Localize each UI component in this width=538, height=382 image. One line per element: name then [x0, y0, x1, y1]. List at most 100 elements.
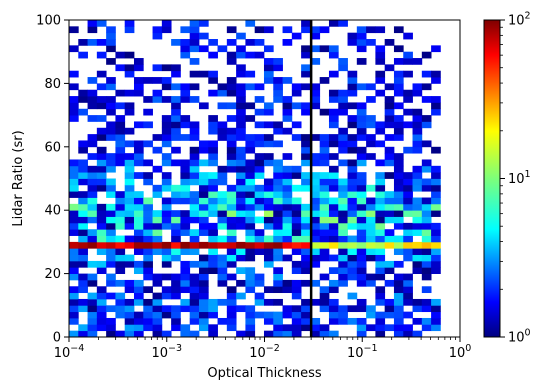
heatmap-cell	[412, 317, 423, 325]
heatmap-cell	[124, 191, 135, 198]
heatmap-cell	[87, 134, 98, 141]
colorbar-tick-label: 100	[508, 328, 531, 346]
heatmap-cell	[263, 210, 274, 217]
heatmap-cell	[143, 140, 153, 148]
heatmap-cell	[198, 70, 209, 78]
heatmap-cell	[236, 32, 246, 40]
heatmap-cell	[161, 241, 172, 249]
heatmap-cell	[282, 165, 293, 173]
heatmap-cell	[431, 254, 441, 262]
heatmap-cell	[226, 134, 237, 141]
heatmap-cell	[208, 159, 218, 167]
heatmap-cell	[198, 324, 209, 332]
heatmap-cell	[180, 197, 191, 205]
heatmap-cell	[180, 216, 191, 224]
heatmap-cell	[254, 241, 265, 249]
y-tick-label: 40	[44, 204, 61, 219]
heatmap-cell	[393, 241, 404, 249]
heatmap-cell	[263, 197, 274, 205]
x-tick-label: 10−2	[249, 343, 280, 361]
heatmap-cell	[375, 121, 386, 129]
heatmap-cell	[189, 153, 200, 160]
heatmap-cell	[366, 197, 376, 205]
heatmap-cell	[263, 317, 274, 325]
heatmap-cell	[301, 20, 311, 27]
heatmap-cell	[403, 330, 413, 338]
heatmap-cell	[189, 203, 200, 211]
heatmap-cell	[347, 241, 358, 249]
heatmap-cell	[87, 203, 98, 211]
heatmap-cell	[180, 248, 191, 255]
heatmap-cell	[180, 273, 191, 281]
heatmap-cell	[393, 184, 404, 192]
heatmap-cell	[133, 89, 144, 97]
heatmap-cell	[431, 96, 441, 103]
heatmap-cell	[115, 127, 126, 135]
heatmap-cell	[254, 140, 265, 148]
heatmap-cell	[366, 115, 376, 122]
heatmap-cell	[133, 286, 144, 294]
heatmap-cell	[403, 146, 413, 154]
heatmap-cell	[115, 121, 126, 129]
heatmap-cell	[375, 51, 386, 59]
heatmap-cell	[310, 210, 321, 217]
heatmap-cell	[356, 191, 367, 198]
heatmap-cell	[208, 178, 218, 186]
heatmap-cell	[152, 165, 163, 173]
heatmap-cell	[384, 197, 395, 205]
heatmap-cell	[319, 146, 330, 154]
heatmap-cell	[421, 121, 432, 129]
heatmap-cell	[171, 305, 181, 313]
heatmap-cell	[421, 216, 432, 224]
heatmap-cell	[198, 146, 209, 154]
heatmap-cell	[96, 172, 107, 179]
heatmap-cell	[245, 191, 256, 198]
heatmap-cell	[96, 165, 107, 173]
heatmap-cell	[328, 197, 339, 205]
heatmap-cell	[124, 210, 135, 217]
heatmap-cell	[115, 248, 126, 255]
heatmap-cell	[431, 146, 441, 154]
heatmap-cell	[180, 96, 191, 103]
heatmap-cell	[338, 159, 348, 167]
heatmap-cell	[124, 216, 135, 224]
heatmap-cell	[254, 184, 265, 192]
colorbar	[483, 19, 501, 338]
heatmap-cell	[152, 96, 163, 103]
heatmap-cell	[393, 102, 404, 110]
heatmap-cell	[115, 64, 126, 72]
heatmap-cell	[301, 248, 311, 255]
heatmap-cell	[161, 134, 172, 141]
heatmap-cell	[338, 140, 348, 148]
heatmap-cell	[245, 70, 256, 78]
heatmap-cell	[347, 273, 358, 281]
heatmap-cell	[208, 153, 218, 160]
heatmap-cell	[254, 159, 265, 167]
heatmap-cell	[366, 153, 376, 160]
heatmap-cell	[106, 32, 116, 40]
heatmap-cell	[208, 77, 218, 84]
heatmap-cell	[133, 146, 144, 154]
heatmap-cell	[124, 305, 135, 313]
heatmap-cell	[310, 241, 321, 249]
heatmap-cell	[78, 146, 88, 154]
heatmap-cell	[347, 216, 358, 224]
heatmap-cell	[180, 279, 191, 287]
heatmap-cell	[347, 140, 358, 148]
heatmap-cell	[366, 235, 376, 243]
heatmap-cell	[143, 96, 153, 103]
heatmap-cell	[263, 140, 274, 148]
heatmap-cell	[217, 298, 228, 306]
heatmap-cell	[393, 70, 404, 78]
heatmap-cell	[356, 254, 367, 262]
heatmap-cell	[69, 216, 79, 224]
heatmap-cell	[189, 191, 200, 198]
heatmap-cell	[96, 260, 107, 268]
heatmap-cell	[189, 292, 200, 300]
heatmap-cell	[226, 292, 237, 300]
heatmap-cell	[384, 241, 395, 249]
heatmap-cell	[106, 216, 116, 224]
heatmap-cell	[217, 210, 228, 217]
heatmap-cell	[393, 197, 404, 205]
heatmap-cell	[319, 191, 330, 198]
